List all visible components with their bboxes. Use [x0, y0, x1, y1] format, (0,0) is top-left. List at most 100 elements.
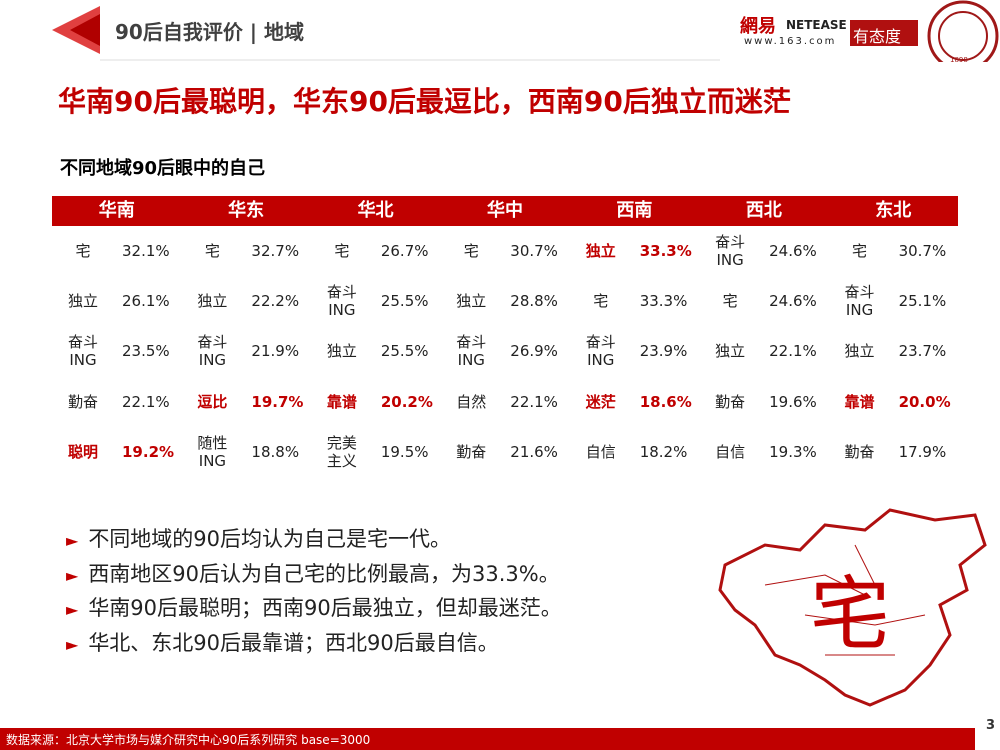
seal — [927, 0, 999, 62]
cell-value: 19.6% — [769, 393, 817, 411]
cell-label: 独立 — [197, 292, 228, 310]
cell-value: 19.5% — [380, 443, 429, 461]
cell-value: 20.0% — [898, 393, 951, 411]
cell-value: 25.5% — [380, 342, 429, 360]
cell-label: 迷茫 — [585, 393, 616, 411]
bullet-marker: ► — [66, 531, 79, 550]
seal-year: 1898 — [950, 56, 968, 64]
cell-value: 32.1% — [122, 242, 170, 260]
cell-label: 勤奋 — [715, 393, 746, 411]
logo-url: www.163.com — [744, 36, 837, 47]
bullet-text: 不同地域的90后均认为自己是宅一代。 — [88, 527, 452, 551]
cell-value: 22.2% — [251, 292, 300, 310]
cell-value: 19.7% — [251, 393, 304, 411]
cell-label: 勤奋 — [67, 393, 98, 411]
cell-label: 宅 — [463, 242, 479, 260]
bullet: ► 不同地域的90后均认为自己是宅一代。 — [66, 523, 451, 553]
cell-value: 18.2% — [639, 443, 688, 461]
cell-value: 26.1% — [122, 292, 170, 310]
cell-label: 完美主义 — [326, 434, 357, 470]
cell-label: 奋斗ING — [715, 233, 746, 269]
cell-label: 随性ING — [197, 434, 228, 470]
cell-value: 21.6% — [510, 443, 558, 461]
cell-label: 独立 — [326, 342, 357, 360]
subtitle: 不同地域90后眼中的自己 — [60, 158, 266, 179]
cell-label: 宅 — [593, 292, 609, 310]
region-header: 西北 — [745, 200, 782, 221]
cell-value: 22.1% — [769, 342, 817, 360]
region-header: 华东 — [228, 200, 265, 221]
cell-label: 自信 — [715, 443, 746, 461]
cell-label: 逗比 — [197, 393, 228, 411]
cell-label: 奋斗ING — [326, 283, 357, 319]
map-label: 宅 — [810, 568, 890, 661]
cell-value: 19.2% — [122, 443, 175, 461]
cell-label: 宅 — [75, 242, 91, 260]
header-title: 90后自我评价 | 地域 — [115, 20, 305, 44]
cell-value: 17.9% — [898, 443, 947, 461]
cell-value: 19.3% — [769, 443, 817, 461]
cell-value: 33.3% — [639, 292, 688, 310]
bullet-marker: ► — [66, 634, 79, 654]
seal-inner — [938, 11, 988, 61]
map-outline — [718, 508, 987, 707]
cell-value: 20.2% — [380, 393, 433, 411]
cell-value: 22.1% — [510, 393, 558, 411]
cell-value: 32.7% — [251, 242, 300, 260]
cell-value: 23.7% — [898, 342, 947, 360]
cell-label: 奋斗ING — [844, 283, 875, 319]
cell-value: 25.1% — [898, 292, 947, 310]
cell-value: 33.3% — [639, 242, 692, 260]
logo-slogan: 有态度 — [853, 27, 902, 46]
header-arrow-inner — [70, 14, 100, 46]
page-number: 3 — [986, 718, 996, 733]
cell-value: 18.8% — [251, 443, 300, 461]
cell-value: 28.8% — [510, 292, 558, 310]
cell-value: 26.7% — [380, 242, 429, 260]
cell-value: 25.5% — [380, 292, 429, 310]
cell-value: 18.6% — [639, 393, 692, 411]
slogan-box — [850, 20, 918, 46]
region-header: 华南 — [98, 200, 135, 221]
cell-label: 奋斗ING — [197, 333, 228, 369]
cell-value: 30.7% — [510, 242, 558, 260]
cell-label: 勤奋 — [456, 443, 487, 461]
bullet: ► 华北、东北90后最靠谱；西北90后最自信。 — [66, 627, 499, 657]
bullet-marker: ► — [66, 565, 79, 585]
cell-value: 26.9% — [510, 342, 558, 360]
headline: 华南90后最聪明，华东90后最逗比，西南90后独立而迷茫 — [58, 85, 791, 118]
cell-label: 独立 — [67, 292, 98, 310]
cell-label: 靠谱 — [326, 393, 357, 411]
cell-label: 独立 — [585, 242, 616, 260]
cell-label: 靠谱 — [844, 393, 875, 411]
cell-value: 24.6% — [769, 292, 817, 310]
cell-value: 22.1% — [122, 393, 170, 411]
cell-label: 宅 — [334, 242, 350, 260]
bullet: ► 华南90后最聪明；西南90后最独立，但却最迷茫。 — [66, 592, 562, 622]
cell-value: 24.6% — [769, 242, 817, 260]
cell-label: 自然 — [456, 393, 487, 411]
cell-value: 23.5% — [122, 342, 170, 360]
header-graphics — [52, 0, 999, 62]
bullet: ► 西南地区90后认为自己宅的比例最高，为33.3%。 — [66, 558, 560, 588]
footer-source: 数据来源：北京大学市场与媒介研究中心90后系列研究 base=3000 — [6, 733, 371, 747]
footer-band — [0, 728, 975, 750]
map-borders — [764, 544, 926, 656]
region-header: 西南 — [616, 200, 653, 221]
region-header: 东北 — [875, 200, 912, 221]
region-header: 华北 — [357, 200, 394, 221]
bullet-text: 华南90后最聪明；西南90后最独立，但却最迷茫。 — [88, 596, 562, 620]
logo-brand: NETEASE — [786, 18, 847, 32]
cell-label: 奋斗ING — [585, 333, 616, 369]
bullet-marker: ► — [66, 600, 79, 619]
cell-label: 独立 — [844, 342, 875, 360]
logo-main: 網易 — [740, 16, 776, 37]
cell-label: 宅 — [852, 242, 868, 260]
cell-label: 宅 — [722, 292, 738, 310]
cell-label: 独立 — [715, 342, 746, 360]
cell-value: 21.9% — [251, 342, 300, 360]
cell-value: 30.7% — [898, 242, 947, 260]
cell-label: 自信 — [585, 443, 616, 461]
cell-label: 独立 — [456, 292, 487, 310]
